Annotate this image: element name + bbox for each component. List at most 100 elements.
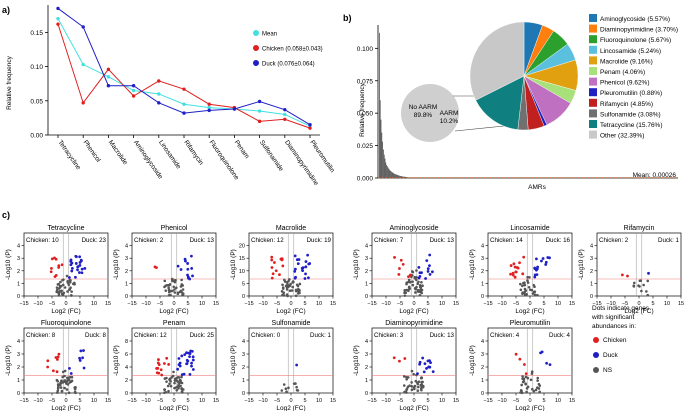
volcano-ylabel: -Log10 (P) xyxy=(469,345,476,376)
volcano-point-ns xyxy=(173,288,176,291)
volcano-point-duck xyxy=(76,268,79,272)
dots-legend-title-3: abundances in: xyxy=(592,323,636,330)
volcano-point-ns xyxy=(410,384,414,388)
volcano-xtick-label: 0 xyxy=(528,301,531,307)
volcano-point-ns xyxy=(70,290,73,293)
volcano-point-duck xyxy=(190,361,193,365)
volcano-xtick-label: 5 xyxy=(78,301,81,307)
volcano-point-chicken xyxy=(53,256,56,260)
volcano-point-ns xyxy=(167,286,170,290)
panel-b-small-pie-label-2: AARM xyxy=(440,110,459,117)
volcano-point-duck xyxy=(416,372,419,375)
volcano-xtick-label: −10 xyxy=(606,301,615,307)
volcano-point-ns xyxy=(411,270,414,273)
panel-b-pie-legend-label: Lincosamide (5.24%) xyxy=(600,48,661,55)
volcano-ytick-label: 3 xyxy=(365,352,368,358)
volcano-point-ns xyxy=(532,283,535,287)
volcano-point-ns xyxy=(414,287,417,291)
volcano-point-ns xyxy=(173,377,177,381)
volcano-point-duck xyxy=(78,356,82,360)
volcano-xtick-label: 0 xyxy=(528,398,531,404)
volcano-point-duck xyxy=(423,362,427,366)
volcano-xtick-label: −5 xyxy=(397,301,403,307)
volcano-ytick-label: 0 xyxy=(365,294,368,300)
volcano-ytick-label: 4 xyxy=(17,244,20,250)
volcano-point-ns xyxy=(68,281,72,284)
volcano-ytick-label: 2 xyxy=(365,269,368,275)
volcano-xlabel: Log2 (FC) xyxy=(51,405,80,411)
volcano-point-chicken xyxy=(156,361,160,365)
volcano-point-ns xyxy=(407,286,411,289)
volcano-xtick-label: 10 xyxy=(199,398,205,404)
volcano-point-duck xyxy=(186,273,189,277)
volcano-point-ns xyxy=(280,389,284,392)
volcano-duck-count: Duck: 1 xyxy=(310,332,332,339)
volcano-xtick-label: 15 xyxy=(453,398,459,404)
volcano-ytick-label: 1 xyxy=(481,378,484,384)
volcano-point-ns xyxy=(285,390,288,394)
volcano-ytick-label: 4 xyxy=(365,244,368,250)
volcano-xlabel: Log2 (FC) xyxy=(515,308,544,315)
volcano-point-ns xyxy=(421,385,425,389)
volcano-point-chicken xyxy=(397,273,401,276)
volcano-point-ns xyxy=(173,291,177,294)
volcano-point-chicken xyxy=(46,365,50,369)
volcano-point-ns xyxy=(528,275,531,279)
volcano-xtick-label: 15 xyxy=(453,301,459,307)
volcano-point-ns xyxy=(63,379,67,382)
volcano-point-ns xyxy=(404,291,408,295)
volcano-point-ns xyxy=(175,388,179,392)
panel-a-series-point xyxy=(308,126,312,130)
volcano-xtick-label: −15 xyxy=(19,398,28,404)
volcano-point-chicken xyxy=(403,357,407,360)
panel-b-bar xyxy=(379,32,380,178)
volcano-point-duck xyxy=(293,269,297,273)
volcano-ytick-label: 4 xyxy=(242,339,245,345)
volcano-point-ns xyxy=(535,386,539,389)
volcano-point-duck xyxy=(540,259,543,263)
volcano-point-ns xyxy=(524,375,528,379)
volcano-ytick-label: 15 xyxy=(239,256,245,262)
volcano-point-ns xyxy=(172,370,175,374)
volcano-point-ns xyxy=(519,282,522,286)
volcano-point-ns xyxy=(632,285,636,288)
volcano-ytick-label: 4 xyxy=(17,339,20,345)
volcano-point-duck xyxy=(67,276,71,279)
volcano-point-ns xyxy=(62,291,66,295)
volcano-point-ns xyxy=(180,375,183,379)
volcano-point-ns xyxy=(66,383,70,386)
volcano-point-duck xyxy=(176,264,180,268)
volcano-point-duck xyxy=(80,267,84,271)
volcano-point-duck xyxy=(191,355,195,359)
volcano-duck-count: Duck: 25 xyxy=(190,332,215,339)
volcano-ytick-label: 2 xyxy=(481,365,484,371)
volcano-point-duck xyxy=(69,372,73,375)
panel-b-pie-legend-swatch xyxy=(589,77,597,86)
volcano-point-duck xyxy=(422,370,426,374)
volcano-point-ns xyxy=(60,389,64,393)
volcano-xtick-label: 0 xyxy=(289,398,292,404)
panel-a-category-label: Rifamycin xyxy=(182,139,204,167)
panel-b-pie-legend-label: Tetracycline (15.76%) xyxy=(600,122,663,129)
volcano-point-ns xyxy=(66,290,69,293)
volcano-point-ns xyxy=(410,369,414,373)
volcano-point-ns xyxy=(416,382,420,386)
volcano-xtick-label: 0 xyxy=(64,398,67,404)
panel-b-pie-legend-label: Penam (4.06%) xyxy=(600,69,645,76)
volcano-point-duck xyxy=(74,255,78,259)
volcano-point-chicken xyxy=(514,352,518,356)
volcano-point-ns xyxy=(63,369,67,373)
panel-b-pie-legend-label: Rifamycin (4.85%) xyxy=(600,101,653,108)
volcano-point-ns xyxy=(524,382,527,385)
volcano-point-ns xyxy=(529,378,533,382)
panel-b-small-pie-label-1: No AARM xyxy=(409,104,438,111)
panel-b-pie-legend-swatch xyxy=(589,56,597,65)
volcano-xlabel: Log2 (FC) xyxy=(276,405,305,411)
volcano-point-ns xyxy=(58,284,62,288)
volcano-title: Macrolide xyxy=(276,225,306,232)
panel-b-bar xyxy=(399,175,401,178)
volcano-duck-count: Duck: 13 xyxy=(430,237,455,244)
volcano-ytick-label: 3 xyxy=(17,256,20,262)
volcano-chicken-count: Chicken: 14 xyxy=(490,237,523,244)
volcano-point-duck xyxy=(74,275,77,279)
